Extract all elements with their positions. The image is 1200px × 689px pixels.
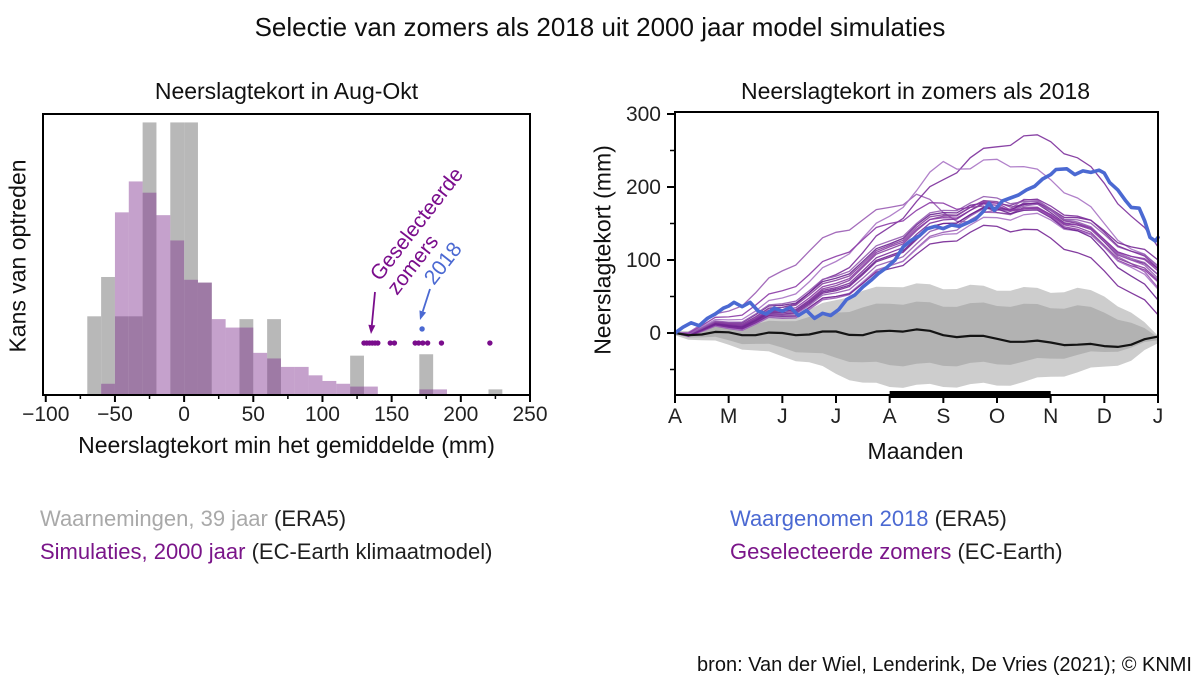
svg-text:A: A xyxy=(668,405,682,428)
source-credit: bron: Van der Wiel, Lenderink, De Vries … xyxy=(697,654,1192,676)
right-y-ticks: 0 100 200 300 xyxy=(626,103,675,371)
svg-text:N: N xyxy=(1043,405,1058,428)
legend-observations: Waarnemingen, 39 jaar (ERA5) xyxy=(40,502,492,535)
left-x-ticks: −100 −50 0 50 100 150 200 250 xyxy=(22,395,548,426)
line-2018 xyxy=(673,167,1160,335)
svg-text:−100: −100 xyxy=(22,403,69,426)
legend-observed-2018: Waargenomen 2018 (ERA5) xyxy=(730,502,1063,535)
legend-observed-2018-label: Waargenomen 2018 xyxy=(730,506,929,531)
legend-selected-summers-label: Geselecteerde zomers xyxy=(730,539,952,564)
obs-mean-line xyxy=(674,328,1159,348)
svg-text:150: 150 xyxy=(374,403,409,426)
legend-left: Waarnemingen, 39 jaar (ERA5) Simulaties,… xyxy=(40,502,492,568)
svg-text:300: 300 xyxy=(626,103,661,126)
svg-text:0: 0 xyxy=(649,322,661,345)
legend-simulations-suffix: (EC-Earth klimaatmodel) xyxy=(245,539,493,564)
left-x-axis-label: Neerslagtekort min het gemiddelde (mm) xyxy=(78,432,495,458)
left-y-axis-label: Kans van optreden xyxy=(4,159,31,353)
right-chart: A M J J A S O N D J 0 100 200 300 xyxy=(626,103,1163,428)
ensemble-lines xyxy=(674,134,1159,337)
right-y-axis-label: Neerslagtekort (mm) xyxy=(589,145,616,355)
svg-text:O: O xyxy=(989,405,1005,428)
legend-right: Waargenomen 2018 (ERA5) Geselecteerde zo… xyxy=(730,502,1063,568)
legend-selected-summers-suffix: (EC-Earth) xyxy=(951,539,1063,564)
legend-observed-2018-suffix: (ERA5) xyxy=(928,506,1007,531)
figure-title: Selectie van zomers als 2018 uit 2000 ja… xyxy=(254,12,946,42)
selected-summer-dots xyxy=(361,340,493,346)
obs-band-inner xyxy=(675,301,1158,367)
svg-text:100: 100 xyxy=(626,249,661,272)
legend-simulations: Simulaties, 2000 jaar (EC-Earth klimaatm… xyxy=(40,535,492,568)
legend-observations-suffix: (ERA5) xyxy=(267,506,347,531)
legend-observations-label: Waarnemingen, 39 jaar xyxy=(40,506,268,531)
svg-text:50: 50 xyxy=(242,403,265,426)
right-axis-frame xyxy=(674,111,1159,396)
obs-histogram-bars xyxy=(87,122,503,396)
svg-text:A: A xyxy=(883,405,897,428)
right-chart-title: Neerslagtekort in zomers als 2018 xyxy=(741,78,1090,104)
svg-text:M: M xyxy=(720,405,738,428)
dot-2018 xyxy=(419,326,425,332)
annotation-arrow-selected xyxy=(368,291,376,334)
svg-text:J: J xyxy=(1153,405,1164,428)
legend-selected-summers: Geselecteerde zomers (EC-Earth) xyxy=(730,535,1063,568)
svg-text:200: 200 xyxy=(443,403,478,426)
svg-text:100: 100 xyxy=(305,403,340,426)
svg-text:0: 0 xyxy=(178,403,190,426)
svg-text:J: J xyxy=(777,405,788,428)
legend-simulations-label: Simulaties, 2000 jaar xyxy=(40,539,246,564)
svg-text:250: 250 xyxy=(512,403,547,426)
left-axis-frame xyxy=(42,113,531,396)
annotation-arrow-2018 xyxy=(419,288,431,320)
left-chart-title: Neerslagtekort in Aug-Okt xyxy=(154,78,419,104)
right-x-axis-label: Maanden xyxy=(867,438,964,464)
sim-histogram-bars xyxy=(101,181,447,395)
svg-text:−50: −50 xyxy=(97,403,133,426)
svg-text:200: 200 xyxy=(626,176,661,199)
svg-text:D: D xyxy=(1097,405,1112,428)
svg-text:J: J xyxy=(831,405,842,428)
svg-text:S: S xyxy=(936,405,950,428)
